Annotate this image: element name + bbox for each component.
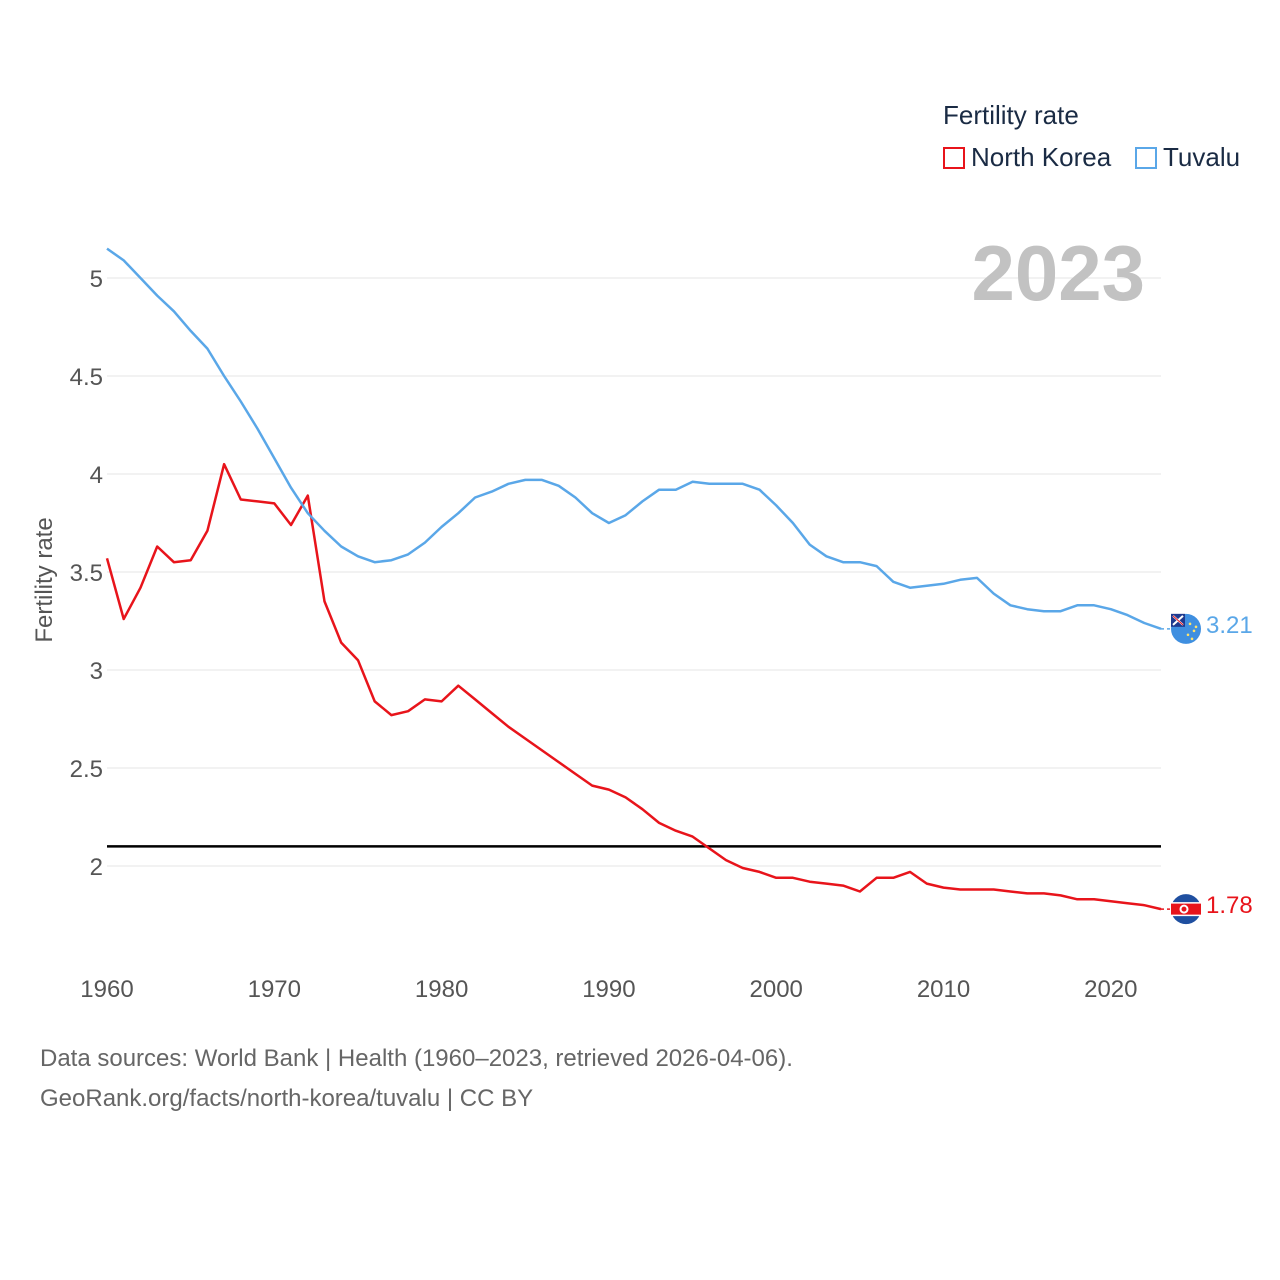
end-flags bbox=[1171, 613, 1201, 925]
legend-swatch-tuvalu bbox=[1135, 146, 1157, 169]
x-tick-label: 1970 bbox=[248, 976, 301, 1003]
x-tick-labels: 1960 1970 1980 1990 2000 2010 2020 bbox=[80, 976, 1137, 1003]
x-tick-label: 1960 bbox=[80, 976, 133, 1003]
y-tick-labels: 2 2.5 3 3.5 4 4.5 5 bbox=[70, 266, 103, 881]
legend-label-north-korea: North Korea bbox=[971, 142, 1112, 172]
footer-link[interactable]: GeoRank.org/facts/north-korea/tuvalu | C… bbox=[40, 1085, 534, 1112]
legend-label-tuvalu: Tuvalu bbox=[1163, 142, 1241, 172]
legend-title: Fertility rate bbox=[943, 100, 1079, 130]
y-tick-label: 4.5 bbox=[70, 364, 103, 391]
x-tick-label: 2000 bbox=[750, 976, 803, 1003]
x-tick-label: 1980 bbox=[415, 976, 468, 1003]
legend-item-tuvalu[interactable]: Tuvalu bbox=[1135, 142, 1240, 173]
y-tick-label: 5 bbox=[90, 266, 103, 293]
x-tick-label: 2020 bbox=[1084, 976, 1137, 1003]
x-tick-label: 2010 bbox=[917, 976, 970, 1003]
y-axis-label: Fertility rate bbox=[31, 517, 58, 642]
y-tick-label: 2.5 bbox=[70, 756, 103, 783]
tuvalu-end-value: 3.21 bbox=[1206, 612, 1253, 639]
y-tick-label: 3.5 bbox=[70, 560, 103, 587]
footer-sources: Data sources: World Bank | Health (1960–… bbox=[40, 1045, 793, 1072]
y-tick-label: 3 bbox=[90, 658, 103, 685]
tuvalu-flag-icon bbox=[1171, 613, 1201, 644]
y-tick-label: 2 bbox=[90, 854, 103, 881]
series-line-tuvalu bbox=[106, 247, 1162, 630]
x-tick-label: 1990 bbox=[582, 976, 635, 1003]
north-korea-flag-icon bbox=[1171, 894, 1201, 925]
y-tick-label: 4 bbox=[90, 462, 103, 489]
legend-item-north-korea[interactable]: North Korea bbox=[943, 142, 1111, 173]
series-line-north-korea bbox=[105, 462, 1162, 911]
series-lines bbox=[105, 247, 1171, 911]
gridlines bbox=[107, 277, 1161, 867]
north-korea-end-value: 1.78 bbox=[1206, 892, 1253, 919]
year-label: 2023 bbox=[971, 229, 1145, 317]
legend-swatch-north-korea bbox=[943, 146, 965, 169]
